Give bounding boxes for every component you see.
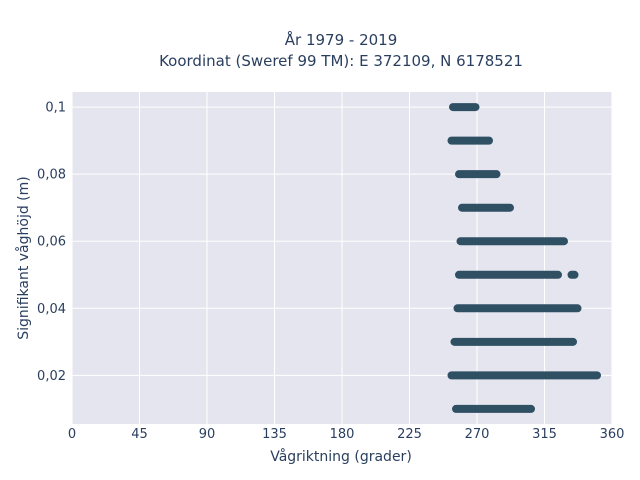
x-tick-label: 45 [131,427,148,442]
x-tick-label: 135 [262,427,287,442]
x-tick-label: 90 [199,427,216,442]
y-tick-label: 0,1 [45,101,66,116]
x-tick-label: 180 [330,427,355,442]
y-tick-label: 0,04 [37,302,66,317]
x-tick-label: 225 [397,427,422,442]
marks [447,103,601,413]
y-axis-title: Signifikant våghöjd (m) [15,176,32,339]
x-tick-label: 360 [600,427,625,442]
x-tick-labels: 0 45 90 135 180 225 270 315 360 [68,427,625,442]
x-tick-label: 0 [68,427,76,442]
x-tick-label: 315 [532,427,557,442]
x-axis-title: Vågriktning (grader) [270,448,412,465]
y-tick-labels: 0,02 0,04 0,06 0,08 0,1 [37,101,66,384]
chart-title: År 1979 - 2019 [285,30,398,49]
y-tick-label: 0,06 [37,235,66,250]
chart-subtitle: Koordinat (Sweref 99 TM): E 372109, N 61… [159,52,523,70]
x-tick-label: 270 [465,427,490,442]
y-tick-label: 0,08 [37,168,66,183]
y-tick-label: 0,02 [37,369,66,384]
